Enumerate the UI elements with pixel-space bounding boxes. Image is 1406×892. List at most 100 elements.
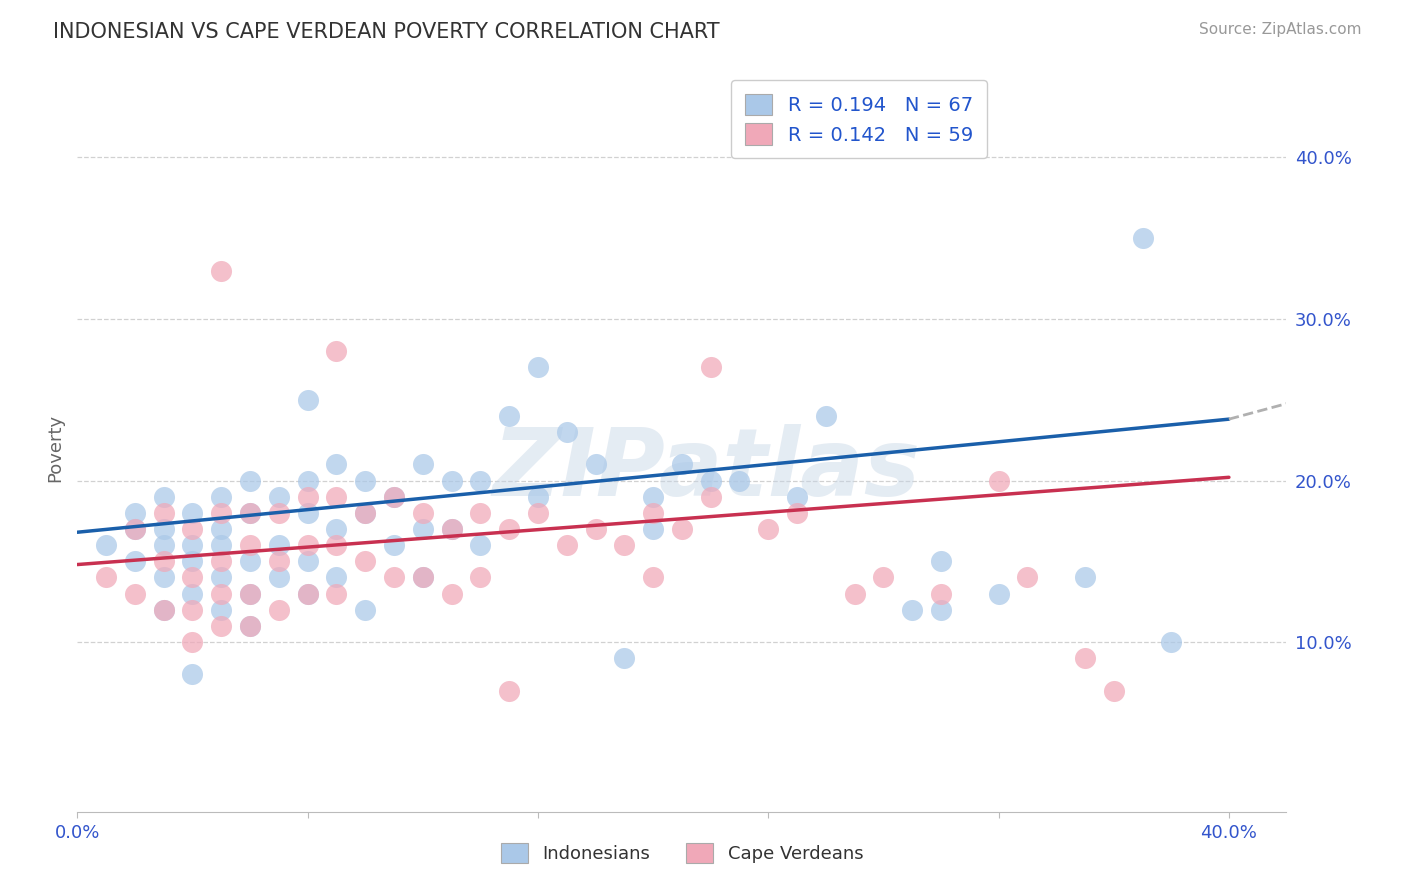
Point <box>239 538 262 552</box>
Point <box>267 506 290 520</box>
Point <box>297 587 319 601</box>
Point <box>181 570 204 584</box>
Point <box>209 554 232 568</box>
Point <box>498 409 520 423</box>
Point <box>152 603 174 617</box>
Point <box>297 538 319 552</box>
Point <box>412 458 434 472</box>
Point <box>527 506 550 520</box>
Point <box>297 490 319 504</box>
Point <box>470 506 492 520</box>
Point <box>325 344 347 359</box>
Point <box>209 587 232 601</box>
Point <box>987 474 1010 488</box>
Y-axis label: Poverty: Poverty <box>46 414 65 483</box>
Point <box>354 506 377 520</box>
Point <box>325 570 347 584</box>
Point <box>440 587 463 601</box>
Point <box>354 474 377 488</box>
Point <box>412 506 434 520</box>
Point <box>181 538 204 552</box>
Point <box>297 587 319 601</box>
Point <box>872 570 894 584</box>
Point <box>613 651 636 665</box>
Text: ZIPatlas: ZIPatlas <box>492 424 920 516</box>
Point <box>699 474 721 488</box>
Point <box>1102 683 1125 698</box>
Point <box>94 538 117 552</box>
Point <box>671 458 693 472</box>
Point <box>555 538 578 552</box>
Point <box>152 603 174 617</box>
Point <box>412 570 434 584</box>
Point <box>239 506 262 520</box>
Point <box>671 522 693 536</box>
Point <box>470 538 492 552</box>
Point <box>643 570 665 584</box>
Text: INDONESIAN VS CAPE VERDEAN POVERTY CORRELATION CHART: INDONESIAN VS CAPE VERDEAN POVERTY CORRE… <box>53 22 720 42</box>
Point <box>239 554 262 568</box>
Point <box>124 522 146 536</box>
Point <box>814 409 837 423</box>
Point <box>124 522 146 536</box>
Point <box>267 570 290 584</box>
Point <box>181 667 204 681</box>
Point <box>844 587 866 601</box>
Point <box>181 603 204 617</box>
Point <box>239 619 262 633</box>
Point <box>209 263 232 277</box>
Point <box>929 554 952 568</box>
Legend: Indonesians, Cape Verdeans: Indonesians, Cape Verdeans <box>492 834 872 871</box>
Point <box>1132 231 1154 245</box>
Point <box>470 570 492 584</box>
Point <box>209 538 232 552</box>
Point <box>527 360 550 375</box>
Point <box>498 522 520 536</box>
Point <box>297 392 319 407</box>
Point <box>325 538 347 552</box>
Point <box>325 587 347 601</box>
Point <box>1160 635 1182 649</box>
Point <box>382 570 405 584</box>
Point <box>152 522 174 536</box>
Point <box>325 522 347 536</box>
Point <box>152 554 174 568</box>
Point <box>699 490 721 504</box>
Point <box>124 587 146 601</box>
Point <box>181 554 204 568</box>
Point <box>209 522 232 536</box>
Point <box>440 474 463 488</box>
Point <box>181 522 204 536</box>
Point <box>585 458 607 472</box>
Point <box>354 603 377 617</box>
Point <box>1074 651 1097 665</box>
Point <box>382 490 405 504</box>
Point <box>267 538 290 552</box>
Point <box>152 490 174 504</box>
Point <box>181 635 204 649</box>
Point <box>152 538 174 552</box>
Point <box>354 554 377 568</box>
Point <box>613 538 636 552</box>
Point <box>929 603 952 617</box>
Point <box>643 506 665 520</box>
Point <box>354 506 377 520</box>
Point <box>1017 570 1039 584</box>
Point <box>382 490 405 504</box>
Point <box>209 570 232 584</box>
Point <box>239 474 262 488</box>
Point <box>181 587 204 601</box>
Point <box>152 506 174 520</box>
Point <box>239 619 262 633</box>
Point <box>555 425 578 439</box>
Point <box>382 538 405 552</box>
Point <box>498 683 520 698</box>
Point <box>412 570 434 584</box>
Point <box>901 603 924 617</box>
Point <box>297 554 319 568</box>
Point <box>124 554 146 568</box>
Point <box>239 587 262 601</box>
Point <box>699 360 721 375</box>
Point <box>786 506 808 520</box>
Point <box>239 506 262 520</box>
